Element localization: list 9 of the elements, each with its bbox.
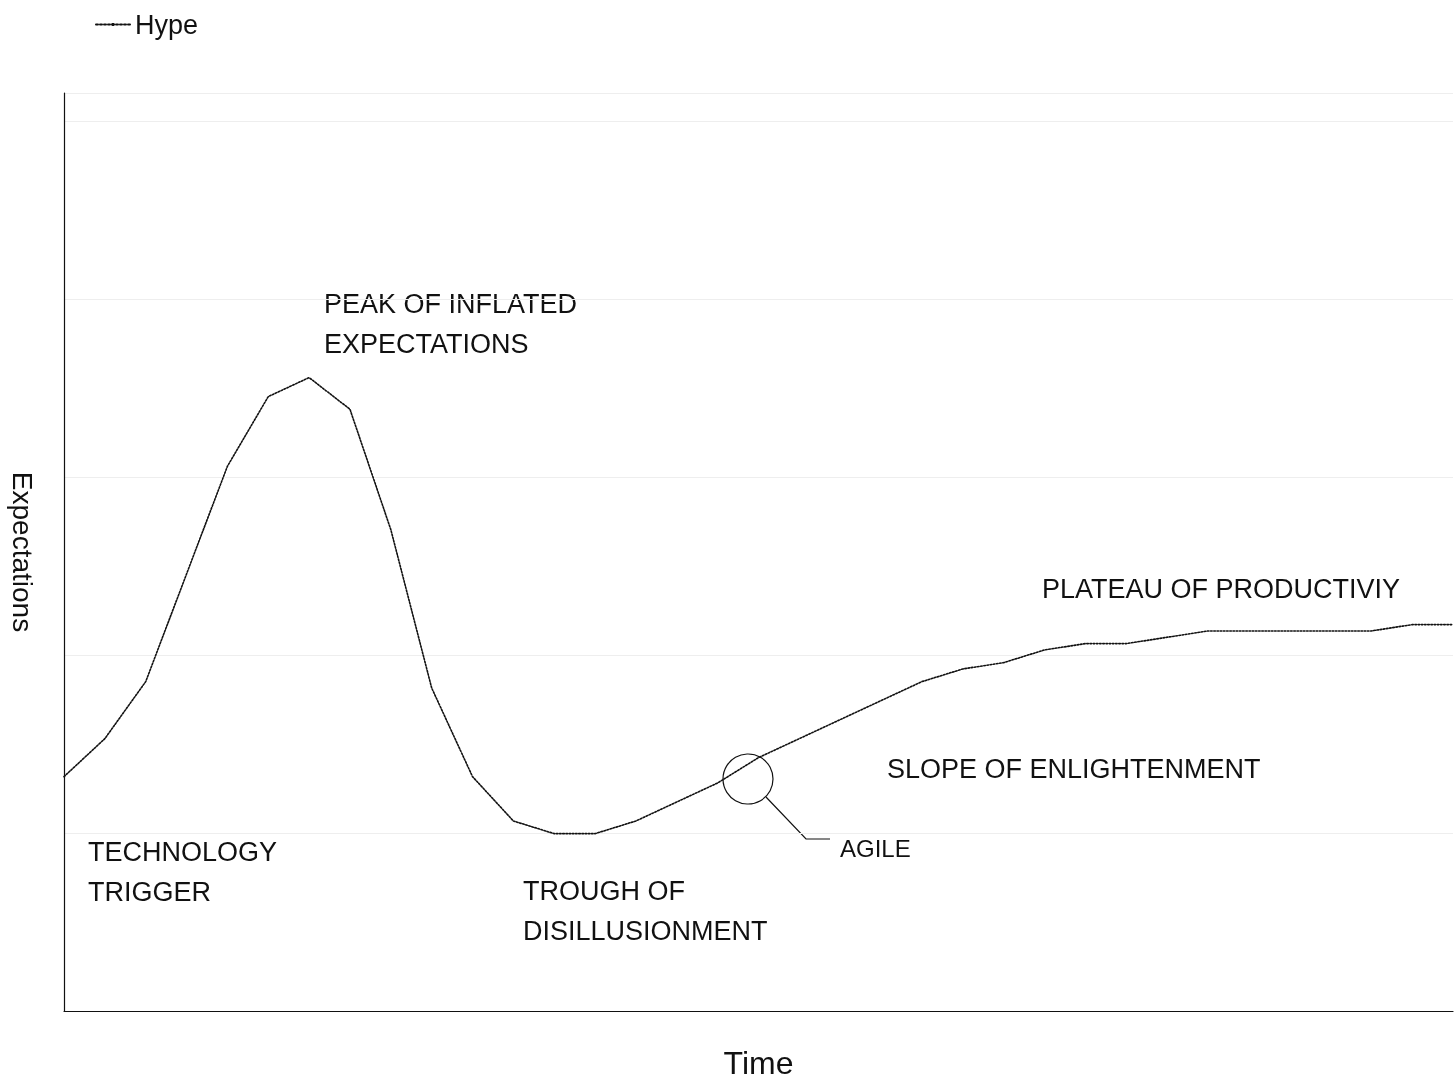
annotation: TROUGH OF DISILLUSIONMENT: [523, 876, 768, 946]
annotation: AGILE: [840, 834, 911, 862]
annotation: SLOPE OF ENLIGHTENMENT: [887, 754, 1261, 784]
annotation: PLATEAU OF PRODUCTIVIY: [1042, 574, 1401, 604]
text: PEAK OF INFLATED EXPECTATIONS: [324, 289, 578, 359]
annotation: TECHNOLOGY TRIGGER: [88, 837, 278, 907]
legend-label: Hype: [135, 9, 199, 40]
x-axis-title: Time: [723, 1045, 794, 1081]
y-axis-title: Expectations: [6, 471, 38, 633]
